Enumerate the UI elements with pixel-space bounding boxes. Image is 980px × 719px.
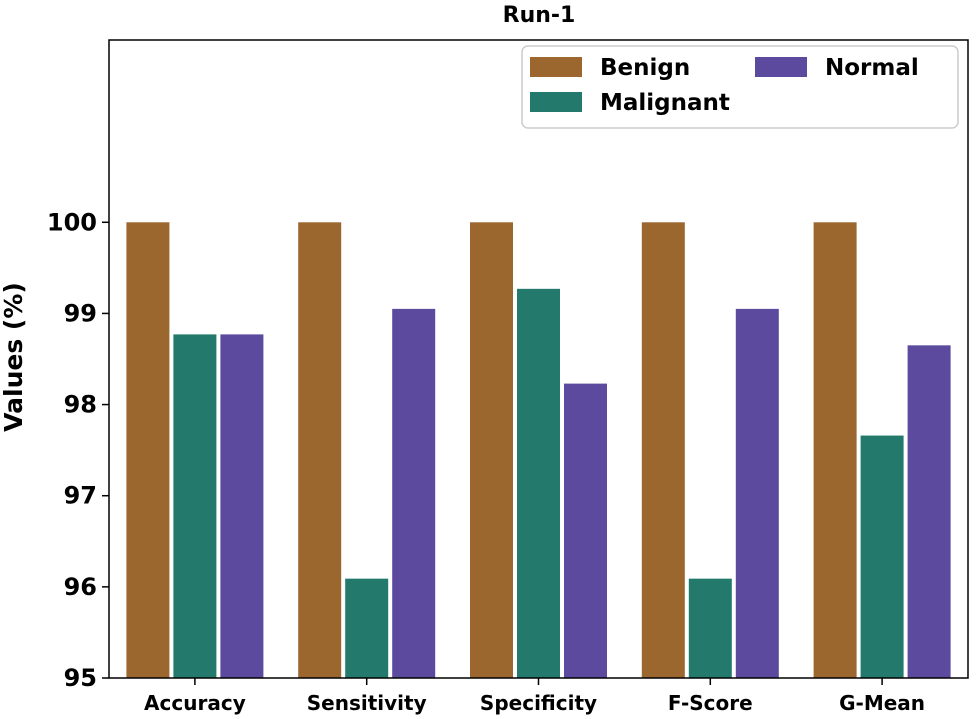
bar-malignant-sensitivity xyxy=(345,578,389,678)
bar-benign-specificity xyxy=(470,222,513,679)
y-axis-ticks: 95 96 97 98 99 100 xyxy=(47,208,109,692)
bar-malignant-accuracy xyxy=(173,334,217,678)
y-tick-label-99: 99 xyxy=(64,299,97,327)
legend-box xyxy=(521,45,959,129)
x-tick-label-sensitivity: Sensitivity xyxy=(307,691,427,715)
bar-normal-f-score xyxy=(735,308,779,678)
legend-swatch-malignant xyxy=(530,92,582,112)
bar-normal-g-mean xyxy=(907,345,951,678)
bar-malignant-g-mean xyxy=(860,435,904,678)
x-axis-ticks: Accuracy Sensitivity Specificity F-Score G-M… xyxy=(144,678,925,715)
y-tick-label-97: 97 xyxy=(64,482,97,510)
plot-frame xyxy=(108,39,969,679)
y-tick-label-96: 96 xyxy=(64,573,97,601)
legend-swatch-normal xyxy=(755,57,807,77)
bar-normal-sensitivity xyxy=(392,308,436,678)
legend-label-benign: Benign xyxy=(600,55,690,81)
bar-benign-sensitivity xyxy=(298,222,342,679)
x-tick-label-f-score: F-Score xyxy=(668,691,753,715)
bar-benign-accuracy xyxy=(126,222,170,679)
bars-group xyxy=(126,222,951,679)
legend-label-normal: Normal xyxy=(825,55,919,81)
y-tick-label-95: 95 xyxy=(64,664,97,692)
x-tick-label-accuracy: Accuracy xyxy=(144,691,246,715)
y-tick-label-98: 98 xyxy=(64,391,97,419)
bar-normal-accuracy xyxy=(220,334,264,678)
legend: Benign Malignant Normal xyxy=(521,45,959,129)
y-tick-label-100: 100 xyxy=(47,208,97,236)
legend-swatch-benign xyxy=(530,57,582,77)
bar-normal-specificity xyxy=(564,383,607,678)
chart-title: Run-1 xyxy=(503,3,576,28)
x-tick-label-specificity: Specificity xyxy=(480,691,597,715)
legend-label-malignant: Malignant xyxy=(600,90,730,116)
bar-benign-g-mean xyxy=(813,222,857,679)
y-axis-label: Values (%) xyxy=(0,282,28,432)
bar-malignant-f-score xyxy=(688,578,732,678)
bar-malignant-specificity xyxy=(517,288,560,678)
bar-benign-f-score xyxy=(641,222,685,679)
x-tick-label-g-mean: G-Mean xyxy=(839,691,925,715)
